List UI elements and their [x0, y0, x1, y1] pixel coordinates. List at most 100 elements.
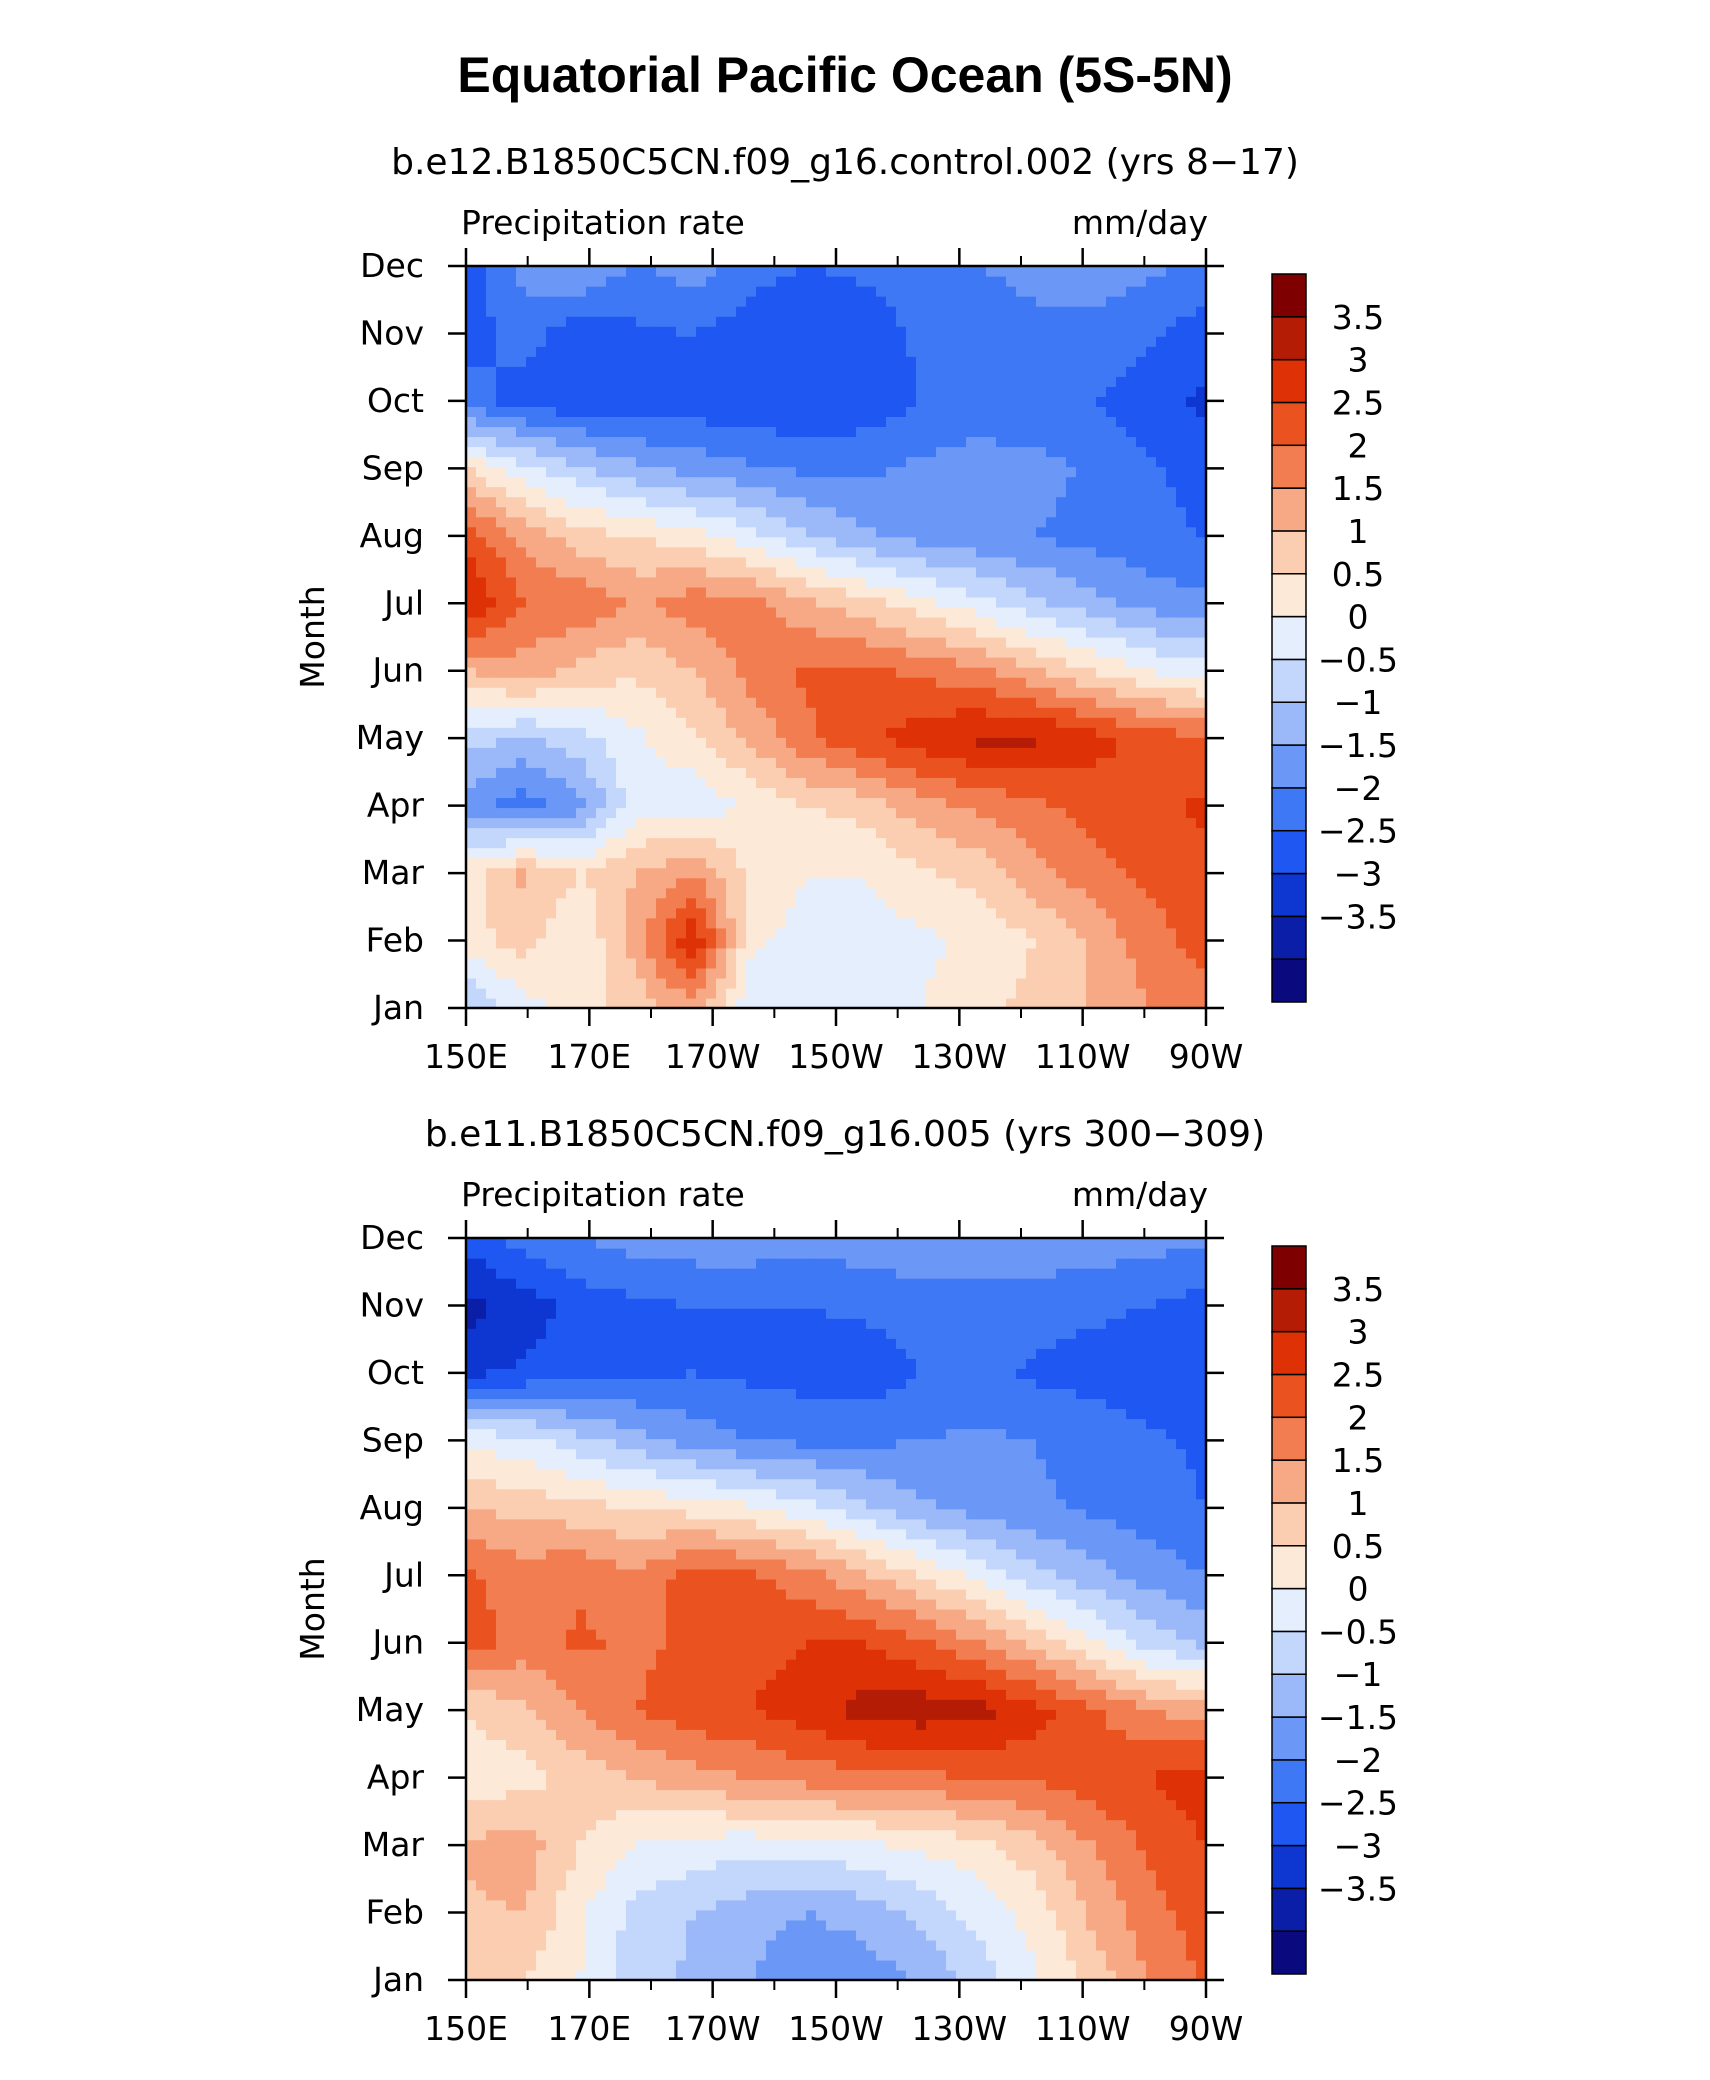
field-cell	[1046, 546, 1057, 558]
field-cell	[1026, 596, 1037, 608]
field-cell	[746, 807, 757, 819]
field-cell	[1176, 697, 1187, 708]
field-cell	[926, 777, 937, 789]
field-cell	[1176, 797, 1187, 809]
field-cell	[966, 366, 977, 377]
field-cell	[746, 647, 757, 658]
field-cell	[846, 967, 857, 979]
field-cell	[486, 326, 497, 337]
field-cell	[686, 797, 697, 809]
field-cell	[546, 787, 557, 799]
field-cell	[1036, 446, 1047, 458]
field-cell	[796, 657, 807, 668]
field-cell	[746, 476, 757, 488]
field-cell	[776, 987, 787, 999]
field-cell	[476, 867, 487, 879]
field-cell	[526, 987, 537, 999]
field-cell	[1036, 777, 1047, 789]
field-cell	[936, 987, 947, 999]
field-cell	[626, 626, 637, 638]
field-cell	[1106, 757, 1117, 768]
field-cell	[566, 626, 577, 638]
field-cell	[626, 376, 637, 387]
field-cell	[816, 827, 827, 839]
field-cell	[1076, 616, 1087, 628]
field-cell	[726, 616, 737, 628]
field-cell	[1106, 997, 1117, 1009]
field-cell	[876, 626, 887, 638]
field-cell	[596, 827, 607, 839]
field-cell	[986, 376, 997, 387]
field-cell	[786, 837, 797, 849]
field-cell	[676, 456, 687, 468]
field-cell	[916, 466, 927, 478]
field-cell	[896, 927, 907, 939]
field-cell	[796, 717, 807, 728]
field-cell	[466, 917, 477, 929]
field-cell	[486, 907, 497, 919]
field-cell	[646, 626, 657, 638]
field-cell	[1186, 406, 1197, 418]
field-cell	[476, 937, 487, 949]
field-cell	[726, 997, 737, 1009]
field-cell	[496, 757, 507, 768]
field-cell	[1156, 957, 1167, 969]
field-cell	[1036, 556, 1047, 568]
field-cell	[1186, 566, 1197, 578]
field-cell	[1036, 767, 1047, 778]
field-cell	[486, 466, 497, 478]
field-cell	[776, 336, 787, 347]
field-cell	[556, 506, 567, 518]
field-cell	[676, 396, 687, 407]
field-cell	[1076, 647, 1087, 658]
field-cell	[476, 877, 487, 889]
field-cell	[1126, 486, 1137, 498]
field-cell	[1116, 426, 1127, 438]
field-cell	[736, 687, 747, 698]
field-cell	[1026, 807, 1037, 819]
field-cell	[916, 717, 927, 728]
field-cell	[886, 356, 897, 367]
field-cell	[1006, 817, 1017, 829]
field-cell	[806, 647, 817, 658]
field-cell	[486, 606, 497, 618]
field-cell	[1166, 446, 1177, 458]
field-cell	[656, 657, 667, 668]
field-cell	[796, 546, 807, 558]
field-cell	[946, 787, 957, 799]
field-cell	[786, 797, 797, 809]
field-cell	[1076, 957, 1087, 969]
field-cell	[866, 867, 877, 879]
field-cell	[956, 717, 967, 728]
field-cell	[676, 847, 687, 859]
field-cell	[746, 997, 757, 1009]
field-cell	[566, 476, 577, 488]
field-cell	[816, 757, 827, 768]
field-cell	[1026, 827, 1037, 839]
field-cell	[606, 677, 617, 688]
field-cell	[1036, 917, 1047, 929]
field-cell	[566, 516, 577, 528]
field-cell	[506, 907, 517, 919]
field-cell	[816, 867, 827, 879]
field-cell	[676, 687, 687, 698]
field-cell	[1106, 536, 1117, 548]
field-cell	[546, 526, 557, 538]
field-cell	[736, 657, 747, 668]
field-cell	[796, 526, 807, 538]
field-cell	[536, 546, 547, 558]
field-cell	[586, 677, 597, 688]
field-cell	[946, 566, 957, 578]
field-cell	[1146, 376, 1157, 387]
field-cell	[696, 456, 707, 468]
field-cell	[976, 616, 987, 628]
field-cell	[876, 777, 887, 789]
field-cell	[686, 757, 697, 768]
field-cell	[976, 336, 987, 347]
field-cell	[726, 326, 737, 337]
field-cell	[476, 416, 487, 428]
field-cell	[756, 386, 767, 397]
field-cell	[786, 867, 797, 879]
field-cell	[536, 576, 547, 588]
field-cell	[826, 496, 837, 508]
